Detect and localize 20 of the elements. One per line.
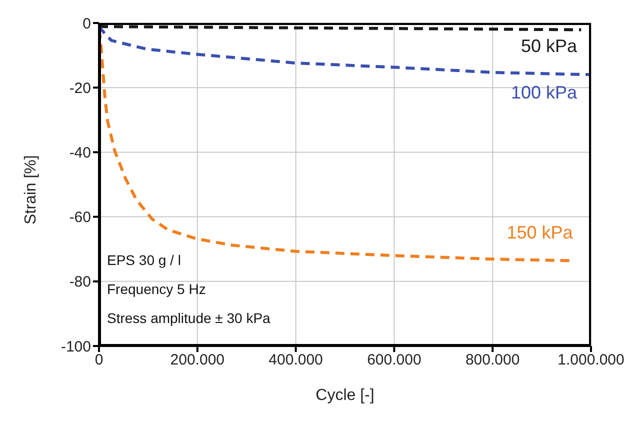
x-tick-label: 400.000 xyxy=(268,352,323,369)
series-label: 100 kPa xyxy=(510,82,578,103)
x-tick-label: 800.000 xyxy=(465,352,520,369)
x-tick-label: 600.000 xyxy=(367,352,422,369)
series-label: 50 kPa xyxy=(520,36,578,56)
annotation: EPS 30 g / l xyxy=(107,251,182,270)
x-tick-label: 200.000 xyxy=(170,352,225,369)
y-tick-label: 0 xyxy=(82,15,91,32)
y-axis-title: Strain [%] xyxy=(22,155,40,224)
annotation: Frequency 5 Hz xyxy=(107,280,207,299)
x-tick-label: 1.000.000 xyxy=(558,352,624,369)
x-axis-title: Cycle [-] xyxy=(316,387,374,404)
y-tick-label: -40 xyxy=(69,144,91,162)
annotation: Stress amplitude ± 30 kPa xyxy=(107,309,270,328)
y-tick-label: -100 xyxy=(60,338,91,356)
y-tick-label: -80 xyxy=(69,274,91,291)
x-tick-label: 0 xyxy=(94,352,104,369)
y-tick-label: -60 xyxy=(69,209,91,226)
series-label: 150 kPa xyxy=(506,222,574,243)
y-tick-label: -20 xyxy=(69,80,91,97)
